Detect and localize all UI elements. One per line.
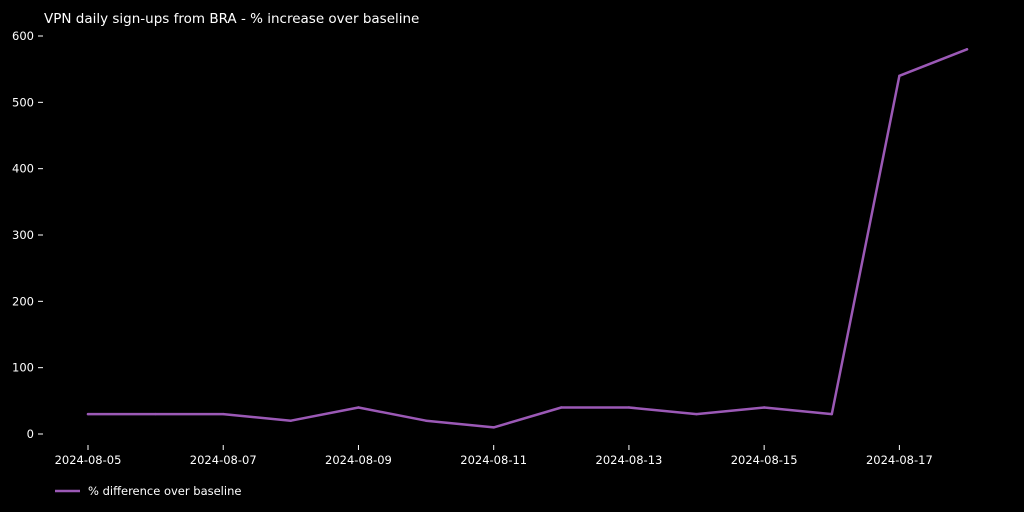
x-tick-label: 2024-08-13 (596, 453, 663, 467)
x-tick-label: 2024-08-05 (55, 453, 122, 467)
x-tick-label: 2024-08-09 (325, 453, 392, 467)
x-tick-label: 2024-08-15 (731, 453, 798, 467)
chart-title: VPN daily sign-ups from BRA - % increase… (44, 11, 419, 27)
data-point (965, 48, 969, 51)
data-point (357, 406, 360, 409)
x-tick-label: 2024-08-07 (190, 453, 257, 467)
y-tick-label: 600 (12, 29, 34, 43)
x-tick-label: 2024-08-17 (866, 453, 933, 467)
legend-label: % difference over baseline (88, 484, 241, 498)
x-axis: 2024-08-05 2024-08-07 2024-08-09 2024-08-11… (55, 445, 933, 467)
data-point (492, 426, 495, 429)
x-tick-label: 2024-08-11 (460, 453, 527, 467)
y-tick-label: 100 (12, 361, 34, 375)
data-point (560, 406, 563, 409)
legend: % difference over baseline (55, 484, 241, 498)
y-tick-label: 300 (12, 228, 34, 242)
y-tick-label: 500 (12, 95, 34, 109)
y-axis: 0 100 200 300 400 500 600 (12, 29, 43, 441)
data-point (695, 412, 698, 416)
plot-area (86, 48, 969, 429)
data-point (627, 406, 631, 409)
data-point (898, 74, 901, 78)
y-tick-label: 200 (12, 294, 34, 308)
data-point (424, 419, 428, 422)
data-point (86, 412, 90, 416)
series-line (86, 48, 969, 429)
data-point (830, 412, 833, 416)
y-tick-label: 400 (12, 162, 34, 176)
data-point (222, 412, 225, 416)
data-point (154, 412, 157, 416)
y-tick-label: 0 (27, 427, 34, 441)
data-point (762, 406, 766, 409)
data-point (289, 419, 293, 422)
